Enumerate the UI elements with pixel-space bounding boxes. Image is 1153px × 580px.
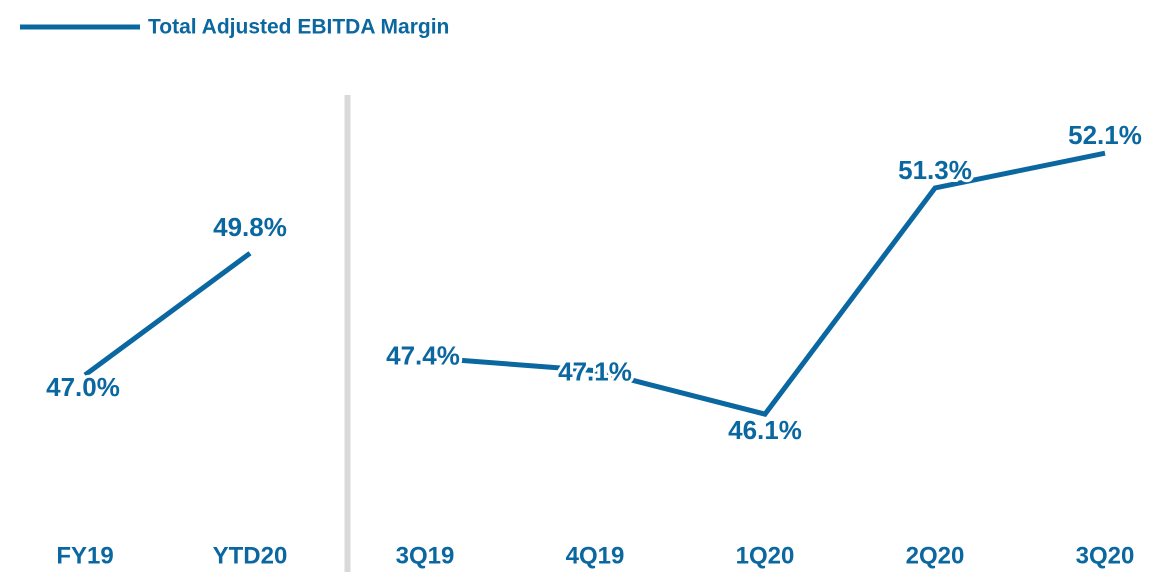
x-tick-label: YTD20 [213,542,288,569]
line-series [83,251,252,378]
line-series [424,150,1106,417]
data-label: 51.3% [898,155,972,185]
data-label: 52.1% [1068,120,1142,150]
data-label: 47.4% [386,340,460,370]
x-tick-label: 3Q19 [396,542,455,569]
data-label: 47.1% [558,357,632,387]
x-tick-label: 3Q20 [1076,542,1135,569]
data-label: 49.8% [213,212,287,242]
x-tick-label: 1Q20 [736,542,795,569]
data-label: 46.1% [728,415,802,445]
data-label: 47.0% [46,372,120,402]
x-tick-label: 2Q20 [906,542,965,569]
x-tick-label: FY19 [56,542,113,569]
x-tick-label: 4Q19 [566,542,625,569]
legend-label: Total Adjusted EBITDA Margin [148,16,449,39]
